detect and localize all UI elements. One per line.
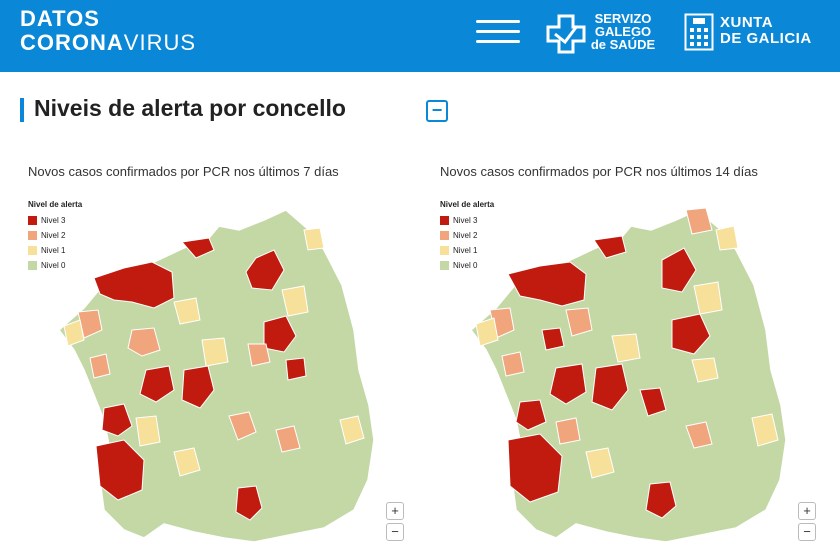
region-l2: [89, 353, 111, 379]
choropleth-map-14-days[interactable]: [436, 190, 826, 550]
sergas-line3: de SAÚDE: [590, 37, 656, 52]
galicia-outline: [57, 209, 375, 543]
legend-title: Nivel de alerta: [28, 200, 83, 209]
region-l3: [93, 261, 175, 309]
region-l3: [639, 387, 667, 417]
map-legend: Nivel de alerta Nivel 3 Nivel 2 Nivel 1 …: [440, 200, 494, 273]
title-accent-bar: [20, 98, 24, 122]
region-l3: [95, 439, 145, 501]
region-l3: [671, 313, 711, 355]
region-l3: [593, 235, 627, 259]
legend-item-level-1: Nivel 1: [440, 243, 494, 258]
brand-bottom-bold: CORONA: [20, 30, 124, 55]
region-l3: [549, 363, 587, 405]
region-l1: [585, 447, 615, 479]
region-l2: [555, 417, 581, 445]
legend-title: Nivel de alerta: [440, 200, 495, 209]
region-l3: [515, 399, 547, 431]
region-l3: [541, 327, 565, 351]
region-l1: [693, 281, 723, 315]
sergas-logo[interactable]: SERVIZO GALEGO de SAÚDE: [546, 12, 656, 56]
region-l3: [661, 247, 697, 293]
region-l2: [228, 411, 257, 441]
region-l3: [645, 481, 677, 519]
region-l1: [303, 227, 325, 251]
brand-top: DATOS: [20, 6, 100, 31]
zoom-out-button[interactable]: −: [798, 523, 816, 541]
legend-item-level-0: Nivel 0: [28, 258, 82, 273]
region-l1: [281, 285, 309, 317]
map-legend: Nivel de alerta Nivel 3 Nivel 2 Nivel 1 …: [28, 200, 82, 273]
region-l1: [201, 337, 229, 367]
collapse-button[interactable]: −: [426, 100, 448, 122]
xunta-logo[interactable]: XUNTA DE GALICIA: [684, 13, 814, 53]
region-l3: [235, 485, 263, 521]
map-panel-14-days: Novos casos confirmados por PCR nos últi…: [436, 160, 826, 550]
legend-label: Nivel 0: [41, 261, 66, 270]
legend-item-level-3: Nivel 3: [28, 213, 82, 228]
legend-label: Nivel 1: [453, 246, 478, 255]
xunta-line2: DE GALICIA: [720, 30, 812, 47]
xunta-shield-icon: [684, 13, 714, 51]
region-l2: [685, 207, 713, 235]
sergas-line1: SERVIZO: [594, 11, 652, 26]
legend-item-level-0: Nivel 0: [440, 258, 494, 273]
region-l1: [339, 415, 365, 445]
map-caption: Novos casos confirmados por PCR nos últi…: [440, 164, 758, 179]
xunta-line1: XUNTA: [720, 14, 774, 31]
region-l3: [591, 363, 629, 411]
legend-label: Nivel 1: [41, 246, 66, 255]
brand-bottom-light: VIRUS: [123, 30, 197, 55]
app-header: DATOS CORONAVIRUS SERVIZO GALEGO de SAÚD…: [0, 0, 840, 72]
legend-label: Nivel 3: [41, 216, 66, 225]
legend-label: Nivel 3: [453, 216, 478, 225]
region-l2: [275, 425, 301, 453]
region-l1: [715, 225, 739, 251]
region-l1: [63, 319, 85, 347]
region-l3: [139, 365, 175, 403]
region-l3: [181, 365, 215, 409]
region-l3: [181, 237, 215, 259]
hamburger-menu-icon[interactable]: [476, 18, 520, 46]
region-l2: [685, 421, 713, 449]
region-l2: [127, 327, 161, 357]
zoom-out-button[interactable]: −: [386, 523, 404, 541]
region-l2: [565, 307, 593, 337]
region-l2: [247, 343, 271, 367]
region-l1: [611, 333, 641, 363]
legend-label: Nivel 2: [41, 231, 66, 240]
legend-label: Nivel 0: [453, 261, 478, 270]
region-l1: [691, 357, 719, 383]
region-l2: [501, 351, 525, 377]
region-l3: [507, 433, 563, 503]
brand-logo[interactable]: DATOS CORONAVIRUS: [20, 8, 196, 54]
region-l1: [173, 447, 201, 477]
brand-bottom: CORONAVIRUS: [20, 32, 196, 54]
region-l3: [101, 403, 133, 437]
legend-item-level-3: Nivel 3: [440, 213, 494, 228]
region-l1: [751, 413, 779, 447]
legend-item-level-2: Nivel 2: [440, 228, 494, 243]
sergas-line2: GALEGO: [594, 24, 652, 39]
zoom-in-button[interactable]: +: [798, 502, 816, 520]
region-l3: [245, 249, 285, 291]
map-caption: Novos casos confirmados por PCR nos últi…: [28, 164, 339, 179]
legend-label: Nivel 2: [453, 231, 478, 240]
region-l3: [285, 357, 307, 381]
legend-item-level-2: Nivel 2: [28, 228, 82, 243]
zoom-in-button[interactable]: +: [386, 502, 404, 520]
region-l3: [507, 261, 587, 307]
region-l1: [135, 415, 161, 447]
sergas-cross-icon: [546, 14, 586, 54]
region-l1: [475, 317, 499, 347]
region-l1: [173, 297, 201, 325]
legend-item-level-1: Nivel 1: [28, 243, 82, 258]
map-panel-7-days: Novos casos confirmados por PCR nos últi…: [24, 160, 414, 550]
page-title: Niveis de alerta por concello: [34, 95, 346, 121]
choropleth-map-7-days[interactable]: [24, 190, 414, 550]
